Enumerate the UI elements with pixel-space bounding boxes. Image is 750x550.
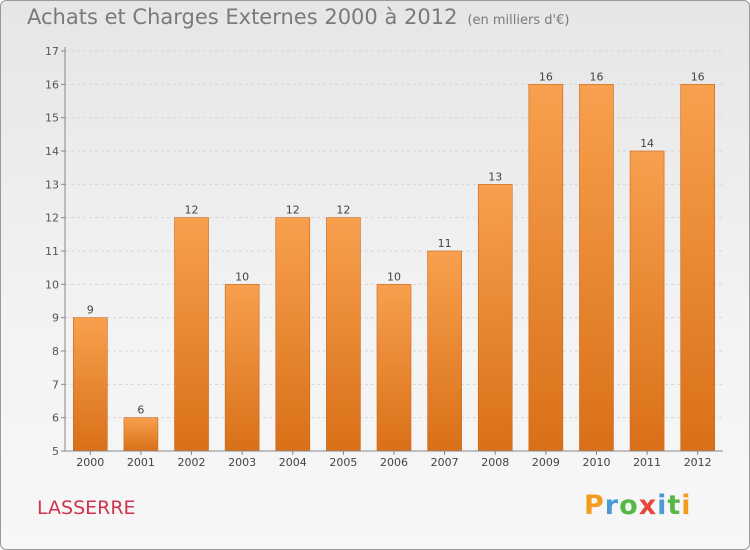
- x-tick-label: 2011: [633, 456, 661, 469]
- chart-subtitle: (en milliers d'€): [467, 13, 570, 28]
- bar-value-label: 12: [336, 204, 350, 217]
- logo-letter: o: [619, 490, 639, 521]
- y-tick-label: 11: [45, 245, 59, 258]
- y-tick-label: 8: [52, 345, 59, 358]
- y-tick-label: 6: [52, 412, 59, 425]
- x-tick-label: 2010: [582, 456, 610, 469]
- x-tick-label: 2000: [76, 456, 104, 469]
- x-tick-label: 2001: [127, 456, 155, 469]
- bar: [376, 284, 412, 452]
- bar-value-label: 6: [137, 404, 144, 417]
- bar: [680, 84, 715, 452]
- bar-value-label: 16: [539, 70, 553, 83]
- bar-value-label: 10: [235, 270, 249, 283]
- bar: [275, 217, 311, 452]
- bar-value-label: 12: [286, 204, 300, 217]
- bar: [326, 217, 361, 452]
- bar-value-label: 12: [185, 204, 199, 217]
- y-tick-label: 15: [45, 112, 59, 125]
- logo-letter: i: [681, 490, 692, 521]
- y-tick-label: 13: [45, 178, 59, 191]
- x-tick-label: 2003: [228, 456, 256, 469]
- bar: [174, 217, 209, 452]
- chart-title: Achats et Charges Externes 2000 à 2012 (e…: [27, 5, 569, 29]
- y-tick-label: 12: [45, 212, 59, 225]
- y-tick-label: 17: [45, 45, 59, 58]
- x-tick-label: 2006: [380, 456, 408, 469]
- logo-letter: i: [657, 490, 668, 521]
- x-tick-label: 2012: [684, 456, 712, 469]
- bar: [123, 417, 159, 452]
- y-tick-label: 16: [45, 78, 59, 91]
- bar: [224, 284, 260, 452]
- logo-letter: P: [584, 490, 605, 521]
- y-tick-label: 10: [45, 278, 59, 291]
- bar: [629, 150, 665, 452]
- city-name: LASSERRE: [37, 497, 136, 519]
- bar: [427, 250, 462, 452]
- bar: [528, 84, 564, 452]
- logo-letter: x: [638, 490, 658, 521]
- x-tick-label: 2007: [431, 456, 459, 469]
- proxiti-logo: Proxiti: [584, 490, 692, 521]
- x-tick-label: 2004: [279, 456, 307, 469]
- bar-value-label: 14: [640, 137, 654, 150]
- y-tick-label: 9: [52, 312, 59, 325]
- bar-value-label: 11: [438, 237, 452, 250]
- logo-letter: r: [604, 490, 620, 521]
- bar: [579, 84, 614, 452]
- y-tick-label: 14: [45, 145, 59, 158]
- x-tick-label: 2002: [178, 456, 206, 469]
- logo-letter: t: [667, 490, 682, 521]
- bar: [477, 184, 513, 452]
- bar-value-label: 16: [691, 70, 705, 83]
- bar-value-label: 13: [488, 170, 502, 183]
- y-tick-label: 7: [52, 378, 59, 391]
- bar-value-label: 16: [589, 70, 603, 83]
- bar-value-label: 9: [87, 304, 94, 317]
- y-tick-label: 5: [52, 445, 59, 458]
- chart-title-text: Achats et Charges Externes 2000 à 2012: [27, 5, 458, 29]
- bar-value-label: 10: [387, 270, 401, 283]
- x-tick-label: 2008: [481, 456, 509, 469]
- bar: [73, 317, 108, 452]
- x-tick-label: 2009: [532, 456, 560, 469]
- x-tick-label: 2005: [329, 456, 357, 469]
